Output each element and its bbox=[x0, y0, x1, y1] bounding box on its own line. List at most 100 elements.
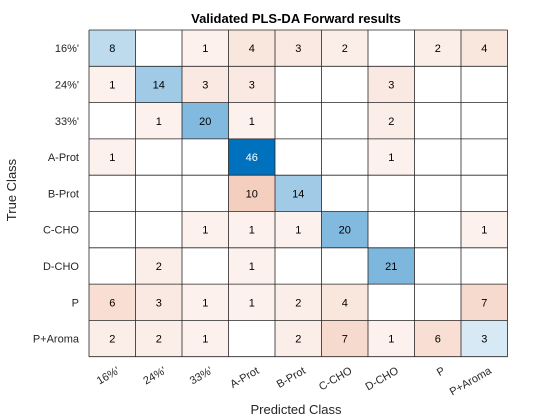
y-tick-label: A-Prot bbox=[48, 152, 79, 164]
matrix-cell-4-0 bbox=[89, 175, 136, 212]
cell-value-0-5: 2 bbox=[342, 43, 348, 55]
matrix-cell-6-7 bbox=[414, 247, 461, 285]
x-tick-label: A-Prot bbox=[228, 365, 261, 391]
cell-value-8-0: 2 bbox=[109, 334, 115, 346]
cell-value-3-6: 1 bbox=[388, 152, 394, 164]
cell-value-7-8: 7 bbox=[481, 297, 487, 309]
cell-value-8-1: 2 bbox=[156, 334, 162, 346]
cell-value-5-5: 20 bbox=[339, 225, 351, 237]
cell-value-2-1: 1 bbox=[156, 116, 162, 128]
y-axis-tick-labels: 16%' 24%' 33%' A-Prot B-Prot C-CHO D-CHO P P+Aro… bbox=[33, 43, 80, 345]
cell-value-1-2: 3 bbox=[202, 79, 208, 91]
cell-value-8-7: 6 bbox=[435, 334, 441, 346]
cell-value-1-6: 3 bbox=[388, 79, 394, 91]
y-tick-label: 24%' bbox=[55, 79, 79, 91]
matrix-cell-5-3 bbox=[228, 211, 275, 248]
cell-value-2-3: 1 bbox=[249, 116, 255, 128]
y-tick-label: D-CHO bbox=[43, 261, 79, 273]
cell-value-6-3: 1 bbox=[249, 261, 255, 273]
x-tick-label: P bbox=[435, 365, 447, 379]
matrix-cell-6-4 bbox=[275, 247, 322, 285]
cell-value-0-0: 8 bbox=[109, 43, 115, 55]
matrix-cell-1-0 bbox=[89, 66, 136, 103]
matrix-cell-3-0 bbox=[89, 138, 136, 176]
matrix-cell-2-5 bbox=[321, 102, 368, 139]
matrix-cell-4-2 bbox=[182, 175, 229, 212]
matrix-cell-5-2 bbox=[182, 211, 229, 248]
cell-value-7-4: 2 bbox=[295, 297, 301, 309]
matrix-cell-0-5 bbox=[321, 30, 368, 67]
x-tick-label: B-Prot bbox=[275, 365, 308, 391]
matrix-cell-5-0 bbox=[89, 211, 136, 248]
x-axis-label: Predicted Class bbox=[250, 402, 342, 417]
matrix-cell-0-8 bbox=[461, 30, 508, 67]
cell-value-2-6: 2 bbox=[388, 116, 394, 128]
matrix-cell-5-8 bbox=[461, 211, 508, 248]
matrix-cell-8-6 bbox=[368, 320, 415, 357]
cell-value-7-0: 6 bbox=[109, 297, 115, 309]
matrix-cell-0-0 bbox=[89, 30, 136, 67]
matrix-cell-3-6 bbox=[368, 138, 415, 176]
cell-value-8-2: 1 bbox=[202, 334, 208, 346]
matrix-cell-7-6 bbox=[368, 284, 415, 321]
matrix-cell-0-6 bbox=[368, 30, 415, 67]
cell-value-0-7: 2 bbox=[435, 43, 441, 55]
matrix-cell-5-5 bbox=[321, 211, 368, 248]
cell-value-7-5: 4 bbox=[342, 297, 348, 309]
matrix-cell-7-3 bbox=[228, 284, 275, 321]
matrix-cell-7-8 bbox=[461, 284, 508, 321]
matrix-cell-3-7 bbox=[414, 138, 461, 176]
matrix-cell-4-4 bbox=[275, 175, 322, 212]
matrix-cell-1-2 bbox=[182, 66, 229, 103]
cell-value-8-5: 7 bbox=[342, 334, 348, 346]
cell-value-8-4: 2 bbox=[295, 334, 301, 346]
matrix-cell-1-8 bbox=[461, 66, 508, 103]
cell-value-6-1: 2 bbox=[156, 261, 162, 273]
matrix-cell-6-0 bbox=[89, 247, 136, 285]
y-tick-label: C-CHO bbox=[43, 225, 79, 237]
cell-value-1-0: 1 bbox=[109, 79, 115, 91]
matrix-cell-2-0 bbox=[89, 102, 136, 139]
matrix-cell-5-7 bbox=[414, 211, 461, 248]
matrix-cell-6-6 bbox=[368, 247, 415, 285]
matrix-cell-4-8 bbox=[461, 175, 508, 212]
y-tick-label: 16%' bbox=[55, 43, 79, 55]
matrix-cell-8-4 bbox=[275, 320, 322, 357]
matrix-cell-8-0 bbox=[89, 320, 136, 357]
matrix-cell-2-3 bbox=[228, 102, 275, 139]
matrix-cell-5-1 bbox=[135, 211, 182, 248]
matrix-cell-8-8 bbox=[461, 320, 508, 357]
matrix-cell-0-2 bbox=[182, 30, 229, 67]
matrix-cell-5-6 bbox=[368, 211, 415, 248]
cell-value-8-8: 3 bbox=[481, 334, 487, 346]
cell-value-5-2: 1 bbox=[202, 225, 208, 237]
matrix-cell-2-4 bbox=[275, 102, 322, 139]
cell-value-2-2: 20 bbox=[199, 116, 211, 128]
y-tick-label: 33%' bbox=[55, 116, 79, 128]
matrix-cell-8-2 bbox=[182, 320, 229, 357]
cell-value-7-1: 3 bbox=[156, 297, 162, 309]
matrix-cell-1-1 bbox=[135, 66, 182, 103]
matrix-cell-3-5 bbox=[321, 138, 368, 176]
matrix-cell-6-2 bbox=[182, 247, 229, 285]
x-axis-tick-labels: 16%' 24%' 33%' A-Prot B-Prot C-CHO D-CHO P P+Aro… bbox=[95, 364, 495, 398]
x-tick-label: 33%' bbox=[188, 365, 215, 387]
matrix-cell-2-7 bbox=[414, 102, 461, 139]
cell-value-1-3: 3 bbox=[249, 79, 255, 91]
matrix-cell-4-5 bbox=[321, 175, 368, 212]
x-tick-label: P+Aroma bbox=[448, 364, 495, 398]
matrix-cell-5-4 bbox=[275, 211, 322, 248]
cell-value-3-0: 1 bbox=[109, 152, 115, 164]
cell-value-0-4: 3 bbox=[295, 43, 301, 55]
matrix-cell-7-4 bbox=[275, 284, 322, 321]
matrix-cell-3-8 bbox=[461, 138, 508, 176]
cell-value-0-2: 1 bbox=[202, 43, 208, 55]
matrix-grid bbox=[88, 29, 508, 358]
matrix-cells: 8 1 4 3 2 2 41 14 3 3 31 20 1 21 46 110 141 1 1 20 12 1 216 3 1 1… bbox=[89, 30, 508, 357]
matrix-cell-2-6 bbox=[368, 102, 415, 139]
matrix-cell-3-4 bbox=[275, 138, 322, 176]
cell-value-6-6: 21 bbox=[385, 261, 397, 273]
matrix-cell-7-1 bbox=[135, 284, 182, 321]
chart-title: Validated PLS-DA Forward results bbox=[191, 11, 401, 26]
matrix-cell-7-7 bbox=[414, 284, 461, 321]
